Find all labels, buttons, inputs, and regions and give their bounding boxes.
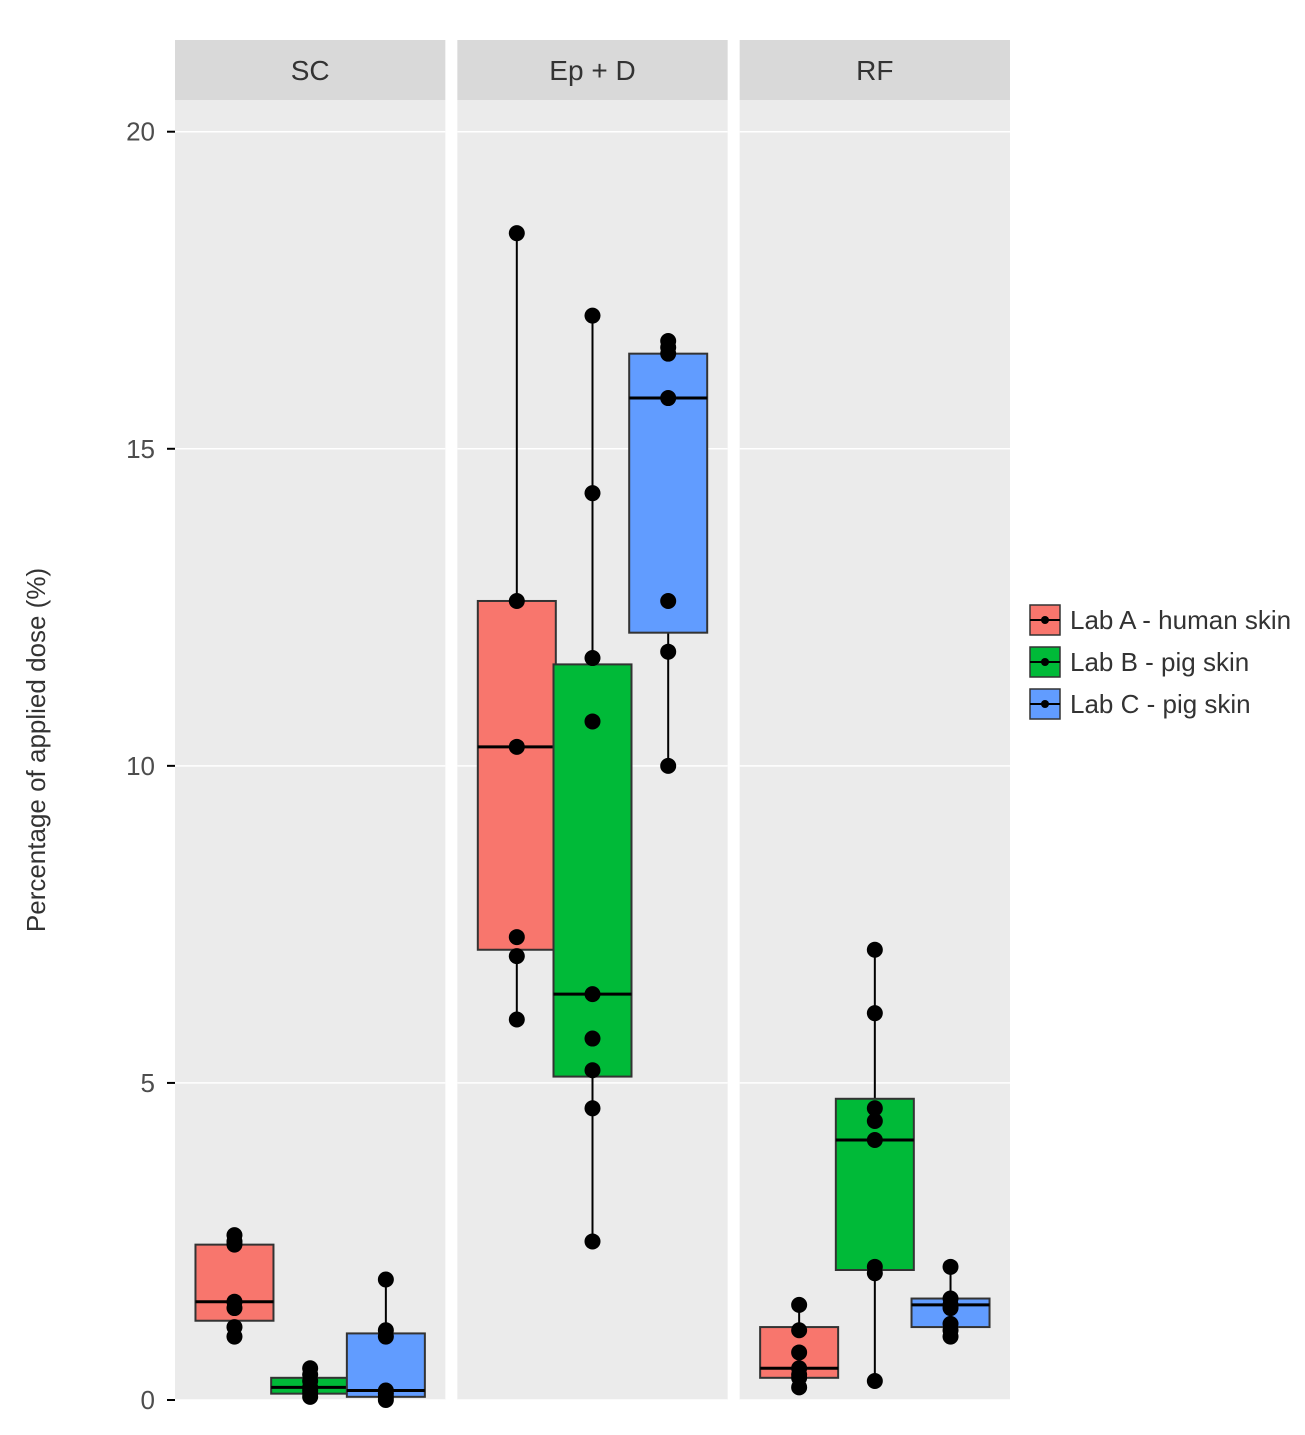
data-point — [791, 1322, 807, 1338]
data-point — [585, 485, 601, 501]
data-point — [660, 333, 676, 349]
data-point — [867, 942, 883, 958]
data-point — [791, 1297, 807, 1313]
facet-label: Ep + D — [549, 55, 635, 86]
data-point — [226, 1294, 242, 1310]
legend: Lab A - human skin Lab B - pig skin Lab C … — [1030, 605, 1291, 719]
y-axis-label: Percentage of applied dose (%) — [21, 568, 51, 932]
data-point — [509, 948, 525, 964]
legend-label: Lab C - pig skin — [1070, 689, 1251, 719]
y-tick-label: 15 — [126, 434, 155, 464]
data-point — [791, 1360, 807, 1376]
facet-label: SC — [291, 55, 330, 86]
data-point — [585, 650, 601, 666]
data-point — [867, 1005, 883, 1021]
data-point — [660, 593, 676, 609]
data-point — [943, 1291, 959, 1307]
data-point — [226, 1227, 242, 1243]
data-point — [660, 390, 676, 406]
data-point — [509, 739, 525, 755]
data-point — [378, 1272, 394, 1288]
data-point — [943, 1259, 959, 1275]
data-point — [791, 1344, 807, 1360]
data-point — [302, 1360, 318, 1376]
data-point — [867, 1259, 883, 1275]
data-point — [660, 644, 676, 660]
data-point — [509, 929, 525, 945]
data-point — [585, 713, 601, 729]
data-point — [509, 1012, 525, 1028]
legend-label: Lab A - human skin — [1070, 605, 1291, 635]
data-point — [378, 1382, 394, 1398]
data-point — [585, 986, 601, 1002]
data-point — [660, 758, 676, 774]
data-point — [226, 1319, 242, 1335]
y-tick-label: 20 — [126, 117, 155, 147]
data-point — [585, 308, 601, 324]
data-point — [943, 1316, 959, 1332]
data-point — [509, 225, 525, 241]
data-point — [585, 1062, 601, 1078]
data-point — [585, 1233, 601, 1249]
legend-label: Lab B - pig skin — [1070, 647, 1249, 677]
y-tick-label: 5 — [141, 1068, 155, 1098]
y-tick-label: 0 — [141, 1385, 155, 1415]
data-point — [509, 593, 525, 609]
facet-label: RF — [856, 55, 893, 86]
data-point — [867, 1373, 883, 1389]
data-point — [585, 1031, 601, 1047]
data-point — [378, 1322, 394, 1338]
data-point — [867, 1100, 883, 1116]
boxplot-chart: SC Ep + D RF 0 5 10 15 20 Percentage of applied … — [0, 0, 1305, 1435]
y-tick-label: 10 — [126, 751, 155, 781]
data-point — [867, 1132, 883, 1148]
data-point — [585, 1100, 601, 1116]
